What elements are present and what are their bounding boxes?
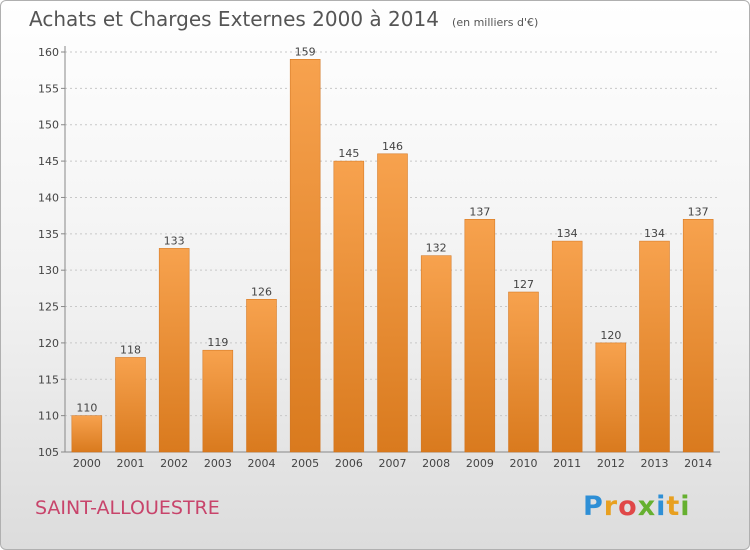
logo-letter: i [680,491,691,522]
y-tick-label: 115 [38,373,59,386]
bar-2013 [639,240,670,453]
x-tick-label-2001: 2001 [117,457,145,470]
y-tick-label: 135 [38,228,59,241]
bar-2004 [246,299,277,453]
x-tick-label-2008: 2008 [422,457,450,470]
logo-letter: i [656,491,667,522]
axes: 105 110 115 120 125 130 135 140 145 150 155 160 2000… [38,46,720,470]
bar-2005 [289,59,321,453]
data-labels: 110 118 133 119 126 159 145 146 132 137 127 134 120 1… [76,45,708,414]
bar-2000 [71,415,103,453]
data-label-2011: 134 [557,227,578,240]
y-tick-label: 145 [38,155,59,168]
x-tick-label-2006: 2006 [335,457,363,470]
data-label-2013: 134 [644,227,665,240]
y-tick-label: 120 [38,337,59,350]
x-tick-label-2014: 2014 [684,457,712,470]
data-label-2003: 119 [207,336,228,349]
bar-2002 [158,248,190,453]
data-label-2010: 127 [513,278,534,291]
bars [71,59,714,453]
x-tick-label-2009: 2009 [466,457,494,470]
data-label-2004: 126 [251,285,272,298]
data-label-2006: 145 [338,147,359,160]
x-tick-label-2013: 2013 [641,457,669,470]
x-tick-label-2004: 2004 [248,457,276,470]
data-label-2000: 110 [76,402,97,415]
y-tick-label: 110 [38,410,59,423]
chart-title: Achats et Charges Externes 2000 à 2014 [29,7,439,31]
x-tick-label-2002: 2002 [160,457,188,470]
x-tick-label-2000: 2000 [73,457,101,470]
logo-letter: x [637,491,657,522]
data-label-2012: 120 [600,329,621,342]
data-label-2009: 137 [469,205,490,218]
y-tick-label: 140 [38,191,59,204]
x-tick-label-2005: 2005 [291,457,319,470]
bar-2001 [115,357,146,453]
data-label-2014: 137 [688,205,709,218]
logo-letter: P [583,491,604,522]
y-tick-label: 150 [38,119,59,132]
y-tick-label: 155 [38,82,59,95]
data-label-2005: 159 [295,45,316,58]
commune-name: SAINT-ALLOUESTRE [35,497,220,519]
x-tick-label-2012: 2012 [597,457,625,470]
y-tick-label: 125 [38,301,59,314]
x-tick-label-2007: 2007 [379,457,407,470]
bar-2006 [333,160,365,453]
proxiti-logo: Proxiti [583,491,691,522]
logo-letter: r [603,491,619,522]
logo-letter: t [666,491,681,522]
bar-2010 [508,291,539,453]
bar-2003 [202,349,234,453]
bar-2011 [551,240,583,453]
x-tick-label-2011: 2011 [553,457,581,470]
chart-subtitle: (en milliers d'€) [452,16,539,29]
y-tick-label: 130 [38,264,59,277]
data-label-2001: 118 [120,343,141,356]
y-tick-label: 160 [38,46,59,59]
data-label-2007: 146 [382,140,403,153]
bar-2007 [377,153,408,453]
title-block: Achats et Charges Externes 2000 à 2014 (… [29,7,538,31]
x-tick-label-2003: 2003 [204,457,232,470]
data-label-2008: 132 [426,242,447,255]
bar-2009 [464,219,496,453]
x-tick-label-2010: 2010 [510,457,538,470]
data-label-2002: 133 [164,234,185,247]
bar-2008 [420,255,452,453]
y-tick-label: 105 [38,446,59,459]
logo-letter: o [618,491,638,522]
bar-2014 [682,219,714,453]
bar-2012 [595,342,627,453]
